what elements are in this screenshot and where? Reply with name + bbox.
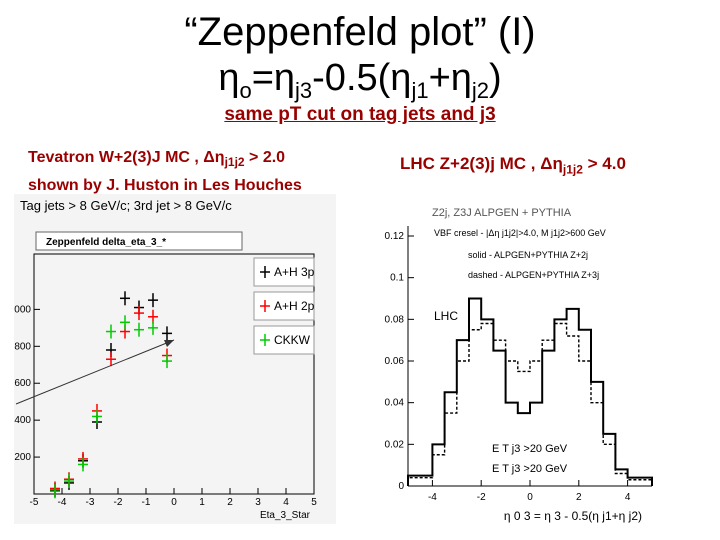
slide-subtitle: same pT cut on tag jets and j3: [224, 104, 496, 125]
solid-legend: solid - ALPGEN+PYTHIA Z+2j: [468, 250, 588, 260]
plot-title: Z2j, Z3J ALPGEN + PYTHIA: [432, 207, 572, 219]
y-tick-label: 800: [14, 341, 31, 352]
histogram-label-box: [35, 231, 243, 251]
legend-label: A+H 3p: [274, 265, 315, 279]
x-tick-label: -1: [142, 497, 151, 508]
lhc-label: LHC: [434, 309, 458, 323]
x-axis-label: η 0 3 = η 3 - 0.5(η j1+η j2): [504, 509, 642, 523]
x-tick-label: 3: [255, 497, 261, 508]
lhc-caption: LHC Z+2(3)j MC , Δηj1j2 > 4.0: [400, 154, 626, 177]
y-tick-label: 0.06: [385, 356, 405, 367]
x-tick-label: 4: [283, 497, 289, 508]
x-tick-label: -2: [477, 492, 486, 503]
x-tick-label: 0: [171, 497, 177, 508]
lhc-zeppenfeld-plot: 0 0.02 0.04 0.06 0.08 0.1 0.12 -4 -2 0 2 4 Z2j, Z3J …: [372, 200, 678, 530]
x-tick-label: 0: [527, 492, 533, 503]
x-tick-label: 1: [199, 497, 205, 508]
tevatron-zeppenfeld-plot: Tag jets > 8 GeV/c; 3rd jet > 8 GeV/c Zep…: [14, 194, 336, 524]
y-tick-label: 400: [14, 415, 31, 426]
y-tick-label: 0.04: [385, 398, 405, 409]
y-tick-label: 0.12: [385, 231, 405, 242]
x-tick-label: -4: [428, 492, 437, 503]
y-tick-label: 1000: [14, 304, 31, 315]
pointer-arrow: [15, 339, 175, 405]
x-axis-label: Eta_3_Star: [260, 510, 311, 521]
x-tick-label: -5: [30, 497, 39, 508]
histogram-label: Zeppenfeld delta_eta_3_*: [46, 237, 166, 248]
y-tick-label: 0: [398, 481, 404, 492]
cut-annotation: VBF cresel - |Δη j1j2|>4.0, M j1j2>600 G…: [434, 228, 606, 238]
plot-title: Tag jets > 8 GeV/c; 3rd jet > 8 GeV/c: [20, 198, 232, 213]
x-tick-label: 5: [311, 497, 317, 508]
x-tick-label: 2: [576, 492, 582, 503]
legend-label: CKKW: [274, 333, 311, 347]
histogram-z3j: [407, 322, 653, 486]
et-cut-label: E T j3 >20 GeV: [492, 463, 568, 475]
pointer-arrow-head: [164, 340, 174, 347]
x-tick-label: 4: [625, 492, 631, 503]
x-tick-label: -3: [86, 497, 95, 508]
y-tick-label: 600: [14, 378, 31, 389]
tevatron-caption: Tevatron W+2(3)J MC , Δηj1j2 > 2.0 shown…: [28, 149, 302, 195]
x-tick-label: -2: [114, 497, 123, 508]
slide-title: “Zeppenfeld plot” (I): [184, 10, 536, 54]
et-cut-label: E T j3 >20 GeV: [492, 443, 568, 455]
x-tick-label: 2: [227, 497, 233, 508]
y-tick-label: 200: [14, 452, 31, 463]
y-tick-label: 0.1: [390, 273, 404, 284]
x-tick-label: -4: [58, 497, 67, 508]
zeppenfeld-formula: ηo=ηj3-0.5(ηj1+ηj2): [218, 57, 502, 103]
y-tick-label: 0.08: [385, 314, 405, 325]
dashed-legend: dashed - ALPGEN+PYTHIA Z+3j: [468, 270, 599, 280]
legend-label: A+H 2p: [274, 299, 315, 313]
y-tick-label: 0.02: [385, 439, 405, 450]
